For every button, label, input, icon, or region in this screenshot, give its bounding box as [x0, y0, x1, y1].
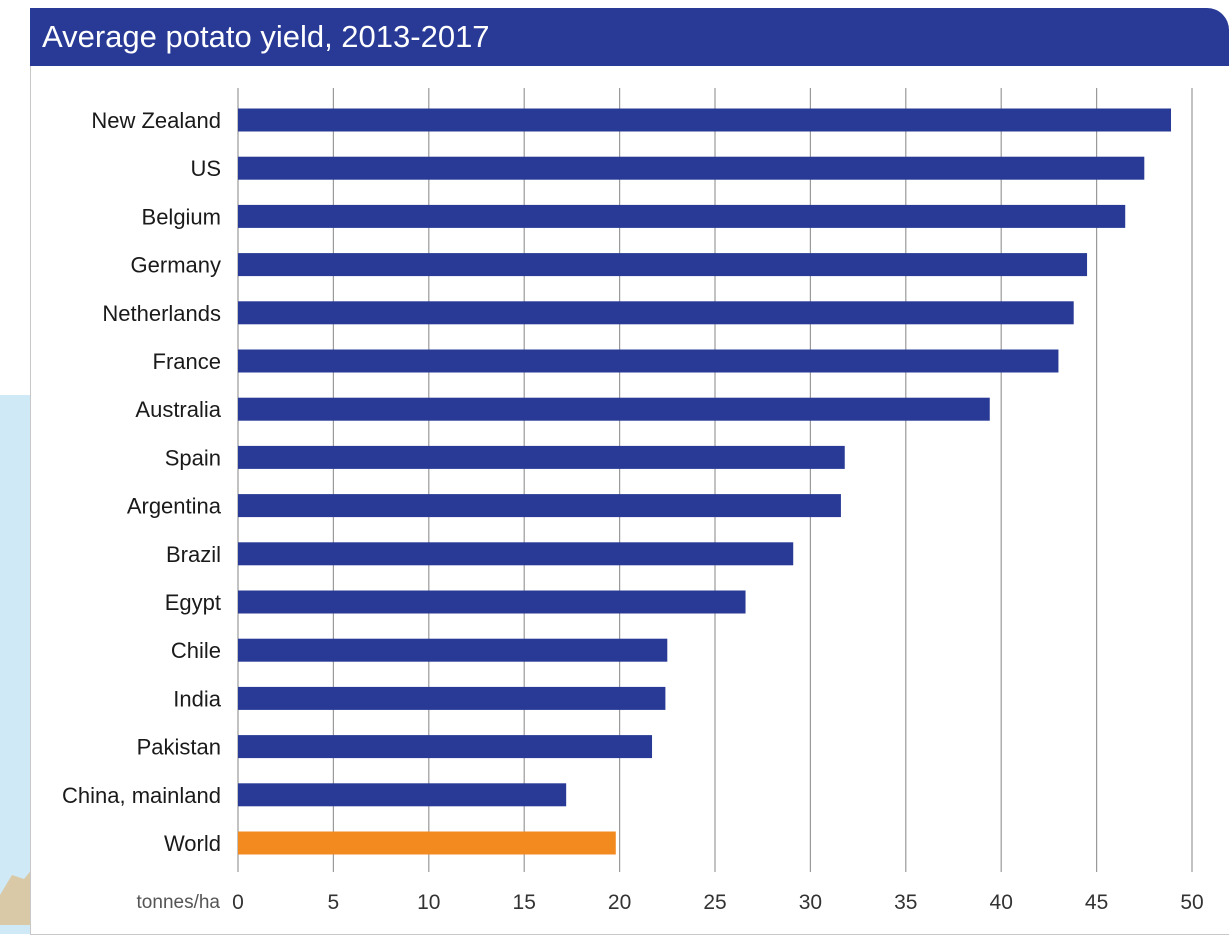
category-label: Brazil	[166, 542, 221, 567]
x-tick-label: 45	[1085, 891, 1108, 914]
x-tick-label: 0	[232, 891, 244, 914]
category-label: Netherlands	[102, 301, 221, 326]
bar-argentina	[238, 494, 841, 518]
category-label: Germany	[131, 253, 221, 278]
x-tick-label: 5	[328, 891, 340, 914]
category-label: China, mainland	[62, 783, 221, 808]
x-tick-label: 30	[799, 891, 822, 914]
bar-france	[238, 349, 1059, 373]
chart-title: Average potato yield, 2013-2017	[42, 19, 490, 54]
category-label: Argentina	[127, 494, 222, 519]
chart-header: Average potato yield, 2013-2017	[30, 8, 1229, 66]
category-label: Pakistan	[137, 735, 221, 760]
bar-new-zealand	[238, 108, 1172, 132]
category-label: US	[190, 156, 221, 181]
category-labels: New Zealand US Belgium Germany Netherlands Fr…	[62, 108, 222, 856]
x-unit-label: tonnes/ha	[137, 892, 221, 913]
bar-brazil	[238, 542, 794, 566]
category-label: World	[164, 831, 221, 856]
x-tick-label: 10	[417, 891, 440, 914]
background-map-area	[0, 395, 32, 934]
category-label: Australia	[135, 397, 221, 422]
bar-belgium	[238, 204, 1126, 228]
category-label: France	[153, 349, 221, 374]
category-label: Spain	[165, 445, 221, 470]
bar-netherlands	[238, 301, 1074, 325]
x-tick-label: 20	[608, 891, 631, 914]
x-tick-label: 25	[703, 891, 726, 914]
bars	[238, 108, 1172, 855]
category-label: New Zealand	[91, 108, 221, 133]
x-tick-label: 40	[990, 891, 1013, 914]
bar-egypt	[238, 590, 746, 614]
background-map-shape	[0, 867, 34, 925]
x-tick-label: 35	[894, 891, 917, 914]
bar-china-mainland	[238, 783, 567, 807]
bar-pakistan	[238, 735, 653, 759]
bar-us	[238, 156, 1145, 180]
x-tick-labels: 0 5 10 15 20 25 30 35 40 45 50	[232, 891, 1204, 914]
x-tick-label: 15	[513, 891, 536, 914]
bar-australia	[238, 397, 990, 421]
bar-chile	[238, 638, 668, 662]
category-label: Chile	[171, 638, 221, 663]
category-label: India	[173, 686, 221, 711]
bar-world	[238, 831, 616, 855]
bar-spain	[238, 445, 845, 469]
category-label: Egypt	[165, 590, 221, 615]
x-tick-label: 50	[1180, 891, 1203, 914]
bar-india	[238, 686, 666, 710]
category-label: Belgium	[142, 204, 221, 229]
bar-germany	[238, 253, 1088, 277]
